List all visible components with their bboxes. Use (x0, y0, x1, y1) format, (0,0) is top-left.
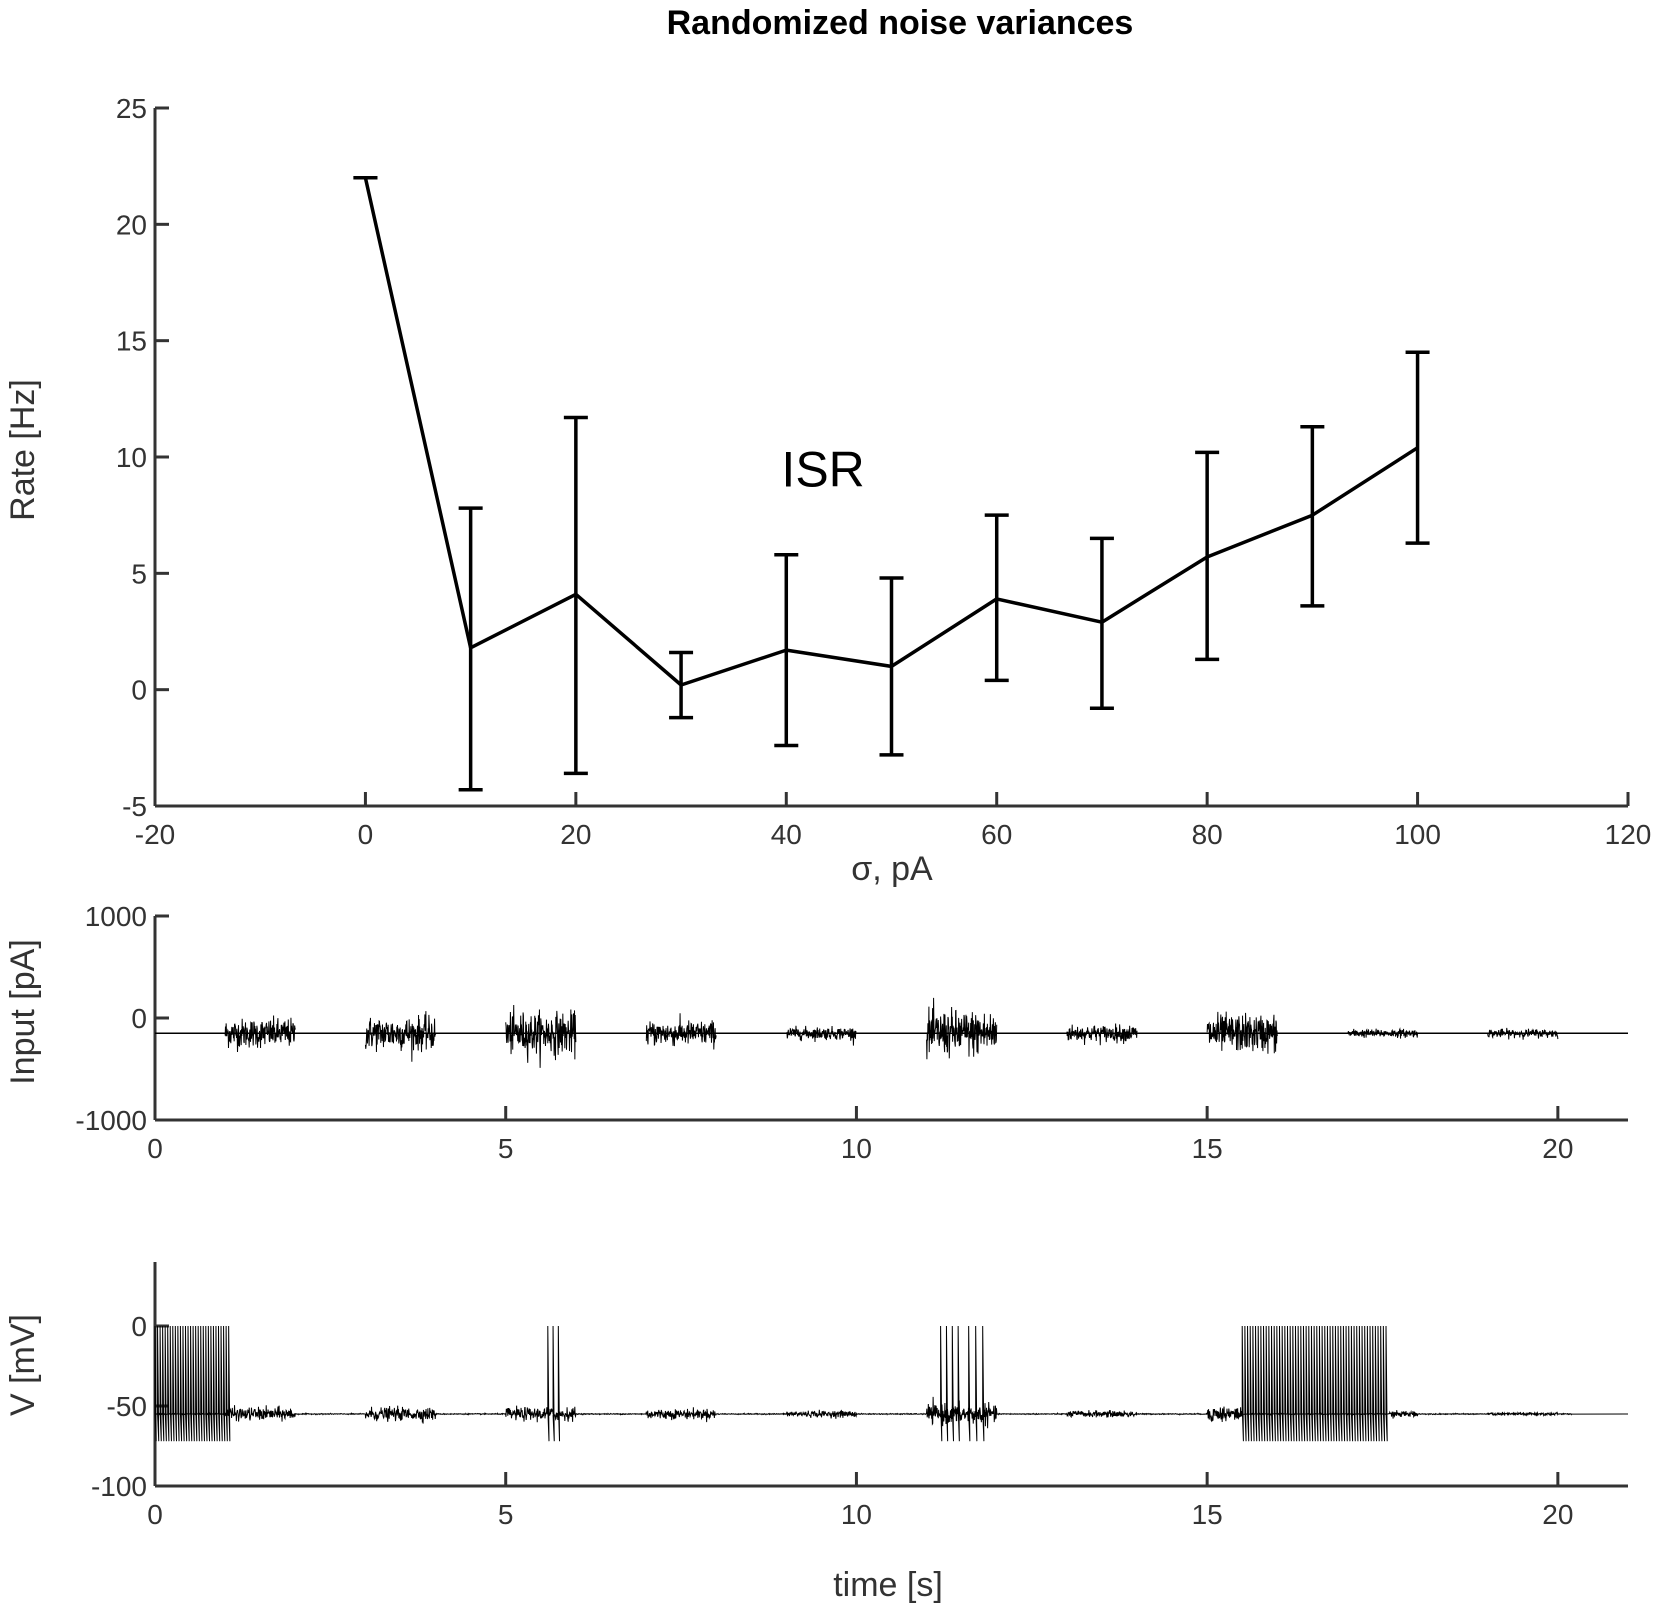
rate-x-tick-label: 100 (1394, 819, 1441, 850)
voltage-x-tick-label: 5 (498, 1499, 514, 1530)
rate-x-tick-label: 80 (1192, 819, 1223, 850)
voltage-panel: 0 5 10 15 20 -100 -50 0 time [s] V [mV] (4, 1262, 1629, 1604)
rate-y-axis-label: Rate [Hz] (4, 379, 42, 521)
rate-y-tick-label: 0 (131, 675, 147, 706)
rate-series-line (363, 177, 1419, 687)
rate-ticks: -20 0 20 40 60 80 100 120 -5 0 5 10 15 20 25 (116, 93, 1652, 850)
voltage-y-tick-label: -50 (107, 1391, 147, 1422)
rate-y-tick-label: 5 (131, 558, 147, 589)
rate-x-tick-label: 20 (560, 819, 591, 850)
voltage-y-tick-label: -100 (91, 1471, 147, 1502)
rate-x-tick-label: -20 (135, 819, 175, 850)
input-y-tick-label: 1000 (85, 901, 147, 932)
rate-x-tick-label: 0 (358, 819, 374, 850)
voltage-x-tick-label: 10 (841, 1499, 872, 1530)
input-axes (153, 916, 1628, 1122)
voltage-x-tick-label: 15 (1192, 1499, 1223, 1530)
input-x-tick-label: 15 (1192, 1133, 1223, 1164)
input-x-tick-label: 5 (498, 1133, 514, 1164)
rate-x-axis-label: σ, pA (851, 850, 933, 888)
voltage-axes (153, 1262, 1628, 1488)
isr-annotation: ISR (781, 442, 864, 498)
voltage-x-axis-label: time [s] (833, 1566, 943, 1604)
input-x-tick-label: 0 (147, 1133, 163, 1164)
rate-x-tick-label: 40 (771, 819, 802, 850)
input-noise-trace (224, 997, 1559, 1068)
figure-title: Randomized noise variances (667, 4, 1134, 42)
voltage-y-axis-label: V [mV] (4, 1314, 42, 1416)
rate-y-tick-label: 15 (116, 326, 147, 357)
rate-y-tick-label: 20 (116, 209, 147, 240)
rate-x-tick-label: 60 (981, 819, 1012, 850)
voltage-ticks: 0 5 10 15 20 -100 -50 0 (91, 1311, 1573, 1530)
input-y-tick-label: 0 (131, 1003, 147, 1034)
input-y-tick-label: -1000 (75, 1105, 147, 1136)
rate-y-tick-label: -5 (122, 791, 147, 822)
input-x-tick-label: 20 (1542, 1133, 1573, 1164)
rate-y-tick-label: 25 (116, 93, 147, 124)
rate-error-bars (353, 176, 1430, 792)
voltage-x-tick-label: 20 (1542, 1499, 1573, 1530)
voltage-x-tick-label: 0 (147, 1499, 163, 1530)
input-y-axis-label: Input [pA] (4, 939, 42, 1085)
rate-panel: -20 0 20 40 60 80 100 120 -5 0 5 10 15 20 25 ISR σ, pA… (4, 93, 1651, 888)
voltage-trace (154, 1325, 1629, 1442)
rate-y-tick-label: 10 (116, 442, 147, 473)
input-x-tick-label: 10 (841, 1133, 872, 1164)
rate-x-tick-label: 120 (1605, 819, 1652, 850)
voltage-y-tick-label: 0 (131, 1311, 147, 1342)
